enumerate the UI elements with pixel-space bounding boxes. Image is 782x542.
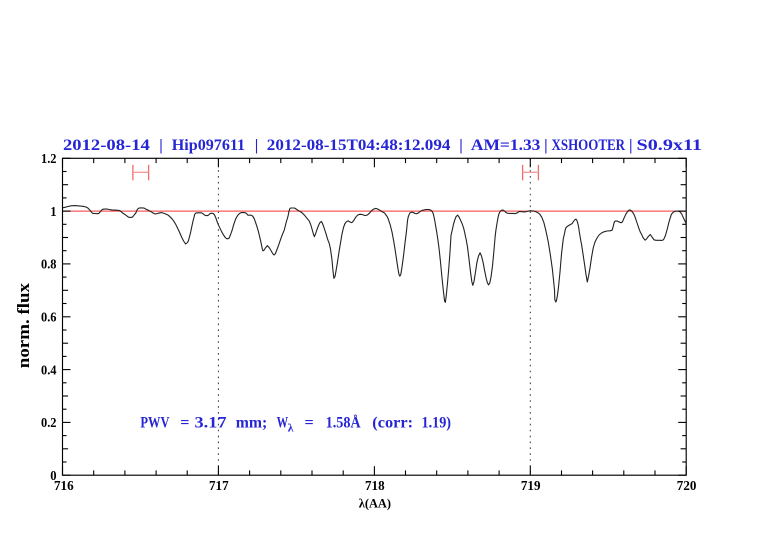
svg-text:1: 1	[50, 204, 56, 219]
svg-text:Hip097611: Hip097611	[172, 137, 245, 154]
svg-text:W: W	[277, 415, 289, 432]
svg-text:718: 718	[365, 478, 385, 493]
svg-text:717: 717	[209, 478, 229, 493]
svg-text:|: |	[255, 137, 259, 154]
svg-text:0.4: 0.4	[41, 362, 57, 377]
svg-text:1.19): 1.19)	[422, 415, 452, 432]
svg-text:|: |	[629, 137, 633, 154]
svg-text:719: 719	[521, 478, 541, 493]
svg-text:716: 716	[54, 478, 74, 493]
svg-text:0: 0	[50, 468, 57, 483]
svg-text:PWV: PWV	[140, 415, 169, 432]
svg-text:=: =	[305, 415, 314, 432]
svg-text:λ(AA): λ(AA)	[359, 495, 391, 510]
svg-text:mm;: mm;	[236, 415, 268, 432]
svg-text:2012-08-14: 2012-08-14	[63, 137, 150, 154]
svg-text:(corr:: (corr:	[372, 415, 413, 432]
svg-text:0.8: 0.8	[41, 257, 57, 272]
svg-text:0.2: 0.2	[41, 415, 57, 430]
svg-text:2012-08-15T04:48:12.094: 2012-08-15T04:48:12.094	[267, 137, 451, 154]
svg-text:|: |	[159, 137, 163, 154]
svg-text:|: |	[459, 137, 463, 154]
svg-text:norm. flux: norm. flux	[14, 282, 33, 368]
svg-text:AM=1.33: AM=1.33	[471, 137, 541, 154]
svg-text:1.58Å: 1.58Å	[326, 414, 361, 432]
svg-text:S0.9x11: S0.9x11	[637, 137, 703, 154]
svg-text:720: 720	[677, 478, 697, 493]
svg-text:λ: λ	[288, 423, 294, 435]
svg-text:1.2: 1.2	[41, 151, 57, 166]
svg-text:0.6: 0.6	[41, 310, 57, 325]
svg-text:|: |	[544, 137, 548, 154]
svg-text:=: =	[180, 415, 189, 432]
svg-text:XSHOOTER: XSHOOTER	[552, 137, 626, 154]
svg-text:3.17: 3.17	[195, 415, 227, 432]
